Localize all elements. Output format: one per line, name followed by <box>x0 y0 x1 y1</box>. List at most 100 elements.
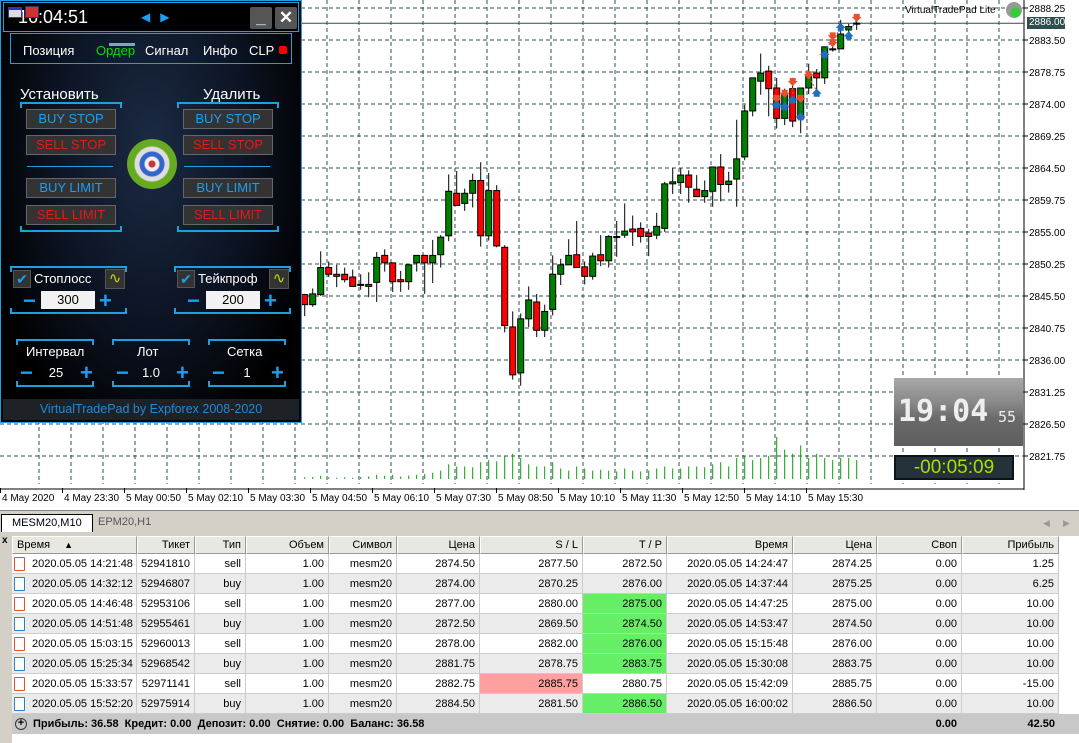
nav-arrows-icon[interactable]: ◀▶ <box>141 10 180 24</box>
set-buy-stop-button[interactable]: BUY STOP <box>26 109 116 129</box>
minimize-button[interactable]: _ <box>250 7 272 29</box>
column-header[interactable]: Объем <box>246 536 329 554</box>
chart-tab-epm20[interactable]: EPM20,H1 <box>98 516 152 528</box>
price-tick-label: 2883.50 <box>1029 36 1066 47</box>
delete-sell-stop-button[interactable]: SELL STOP <box>183 135 273 155</box>
buy-open-arrow-icon <box>843 31 854 40</box>
cell-profit: 10.00 <box>962 614 1059 634</box>
trade-close-arrow-icon <box>811 88 822 97</box>
stoploss-minus-button[interactable]: − <box>23 288 36 313</box>
cell-volume: 1.00 <box>246 654 329 674</box>
tab-info[interactable]: Инфо <box>203 43 238 58</box>
table-row[interactable]: 2020.05.05 15:25:34 52968542 buy 1.00 mesm20… <box>12 654 1059 674</box>
delete-buy-stop-button[interactable]: BUY STOP <box>183 109 273 129</box>
column-header[interactable]: Прибыль <box>962 536 1059 554</box>
target-icon[interactable] <box>127 139 177 189</box>
column-header[interactable]: Своп <box>877 536 962 554</box>
takeprofit-wave-icon[interactable]: ∿ <box>269 269 289 289</box>
set-sell-stop-button[interactable]: SELL STOP <box>26 135 116 155</box>
chart-tab-mesm20[interactable]: MESM20,M10 <box>1 514 93 532</box>
stoploss-input[interactable]: 300 <box>41 291 95 309</box>
column-header[interactable]: Символ <box>329 536 397 554</box>
stoploss-checkbox[interactable]: ✔ <box>13 270 31 288</box>
bull-candle <box>725 180 733 186</box>
tab-position[interactable]: Позиция <box>23 43 75 58</box>
stoploss-plus-button[interactable]: + <box>99 288 112 313</box>
bear-candle <box>349 276 357 287</box>
bear-candle <box>389 262 397 283</box>
tab-order[interactable]: Ордер <box>96 43 136 58</box>
column-header[interactable]: T / P <box>583 536 667 554</box>
cell-ticket: 52975914 <box>137 694 195 714</box>
table-row[interactable]: 2020.05.05 14:32:12 52946807 buy 1.00 mesm20… <box>12 574 1059 594</box>
column-header-label: Объем <box>288 539 324 551</box>
bull-candle <box>677 174 685 183</box>
set-sell-limit-button[interactable]: SELL LIMIT <box>26 205 116 225</box>
panel-titlebar[interactable]: 16:04:51 ◀▶ _ ✕ <box>3 2 299 32</box>
bull-candle <box>549 273 557 310</box>
bull-candle <box>357 283 365 286</box>
delete-buy-limit-button[interactable]: BUY LIMIT <box>183 178 273 198</box>
close-button[interactable]: ✕ <box>275 7 297 29</box>
grid-value[interactable]: 1 <box>243 365 251 380</box>
scroll-right-icon[interactable]: ▶ <box>1063 518 1070 528</box>
time-tick-label: 5 May 04:50 <box>312 493 368 504</box>
interval-label: Интервал <box>26 344 85 359</box>
column-header[interactable]: Цена <box>793 536 877 554</box>
cell-type: buy <box>195 654 246 674</box>
delete-sell-limit-button[interactable]: SELL LIMIT <box>183 205 273 225</box>
scroll-left-icon[interactable]: ◀ <box>1043 518 1050 528</box>
price-tick-label: 2821.75 <box>1029 452 1066 463</box>
grid-plus-button[interactable]: + <box>271 360 284 385</box>
buy-open-arrow-icon <box>819 49 830 58</box>
takeprofit-input[interactable]: 200 <box>206 291 260 309</box>
cell-profit: 10.00 <box>962 694 1059 714</box>
column-header-label: Цена <box>845 539 872 551</box>
expand-icon[interactable]: + <box>15 718 27 730</box>
table-row[interactable]: 2020.05.05 15:33:57 52971141 sell 1.00 mesm2… <box>12 674 1059 694</box>
time-tick-label: 5 May 08:50 <box>498 493 554 504</box>
column-header[interactable]: Тикет <box>137 536 195 554</box>
interval-minus-button[interactable]: − <box>20 360 33 385</box>
window-icon[interactable] <box>8 7 22 18</box>
terminal-close-icon[interactable]: x <box>2 535 8 546</box>
cell-close-price: 2875.25 <box>793 574 877 594</box>
lot-value[interactable]: 1.0 <box>141 365 161 380</box>
current-price-label: 2886.00 <box>1027 17 1066 29</box>
cell-profit: 1.25 <box>962 554 1059 574</box>
takeprofit-checkbox[interactable]: ✔ <box>177 270 195 288</box>
cell-close-time: 2020.05.05 15:42:09 <box>667 674 793 694</box>
takeprofit-minus-button[interactable]: − <box>187 288 200 313</box>
bull-candle <box>429 254 437 264</box>
column-header[interactable]: Время <box>667 536 793 554</box>
interval-value[interactable]: 25 <box>48 365 64 380</box>
time-axis: 4 May 2020 4 May 23:30 5 May 00:50 5 May 02… <box>0 488 1079 508</box>
column-header[interactable]: S / L <box>480 536 583 554</box>
table-row[interactable]: 2020.05.05 14:51:48 52955461 buy 1.00 mesm20… <box>12 614 1059 634</box>
save-icon[interactable] <box>25 6 39 18</box>
column-header-label: Тикет <box>161 539 190 551</box>
summary-swap: 0.00 <box>935 718 957 730</box>
lot-plus-button[interactable]: + <box>176 360 189 385</box>
tab-clp[interactable]: CLP <box>249 43 275 58</box>
set-buy-limit-button[interactable]: BUY LIMIT <box>26 178 116 198</box>
time-tick-label: 5 May 12:50 <box>684 493 740 504</box>
trade-line <box>848 19 858 34</box>
cell-tp: 2876.00 <box>583 634 667 654</box>
takeprofit-plus-button[interactable]: + <box>264 288 277 313</box>
table-row[interactable]: 2020.05.05 15:52:20 52975914 buy 1.00 mesm20… <box>12 694 1059 714</box>
table-row[interactable]: 2020.05.05 14:21:48 52941810 sell 1.00 mesm2… <box>12 554 1059 574</box>
table-row[interactable]: 2020.05.05 15:03:15 52960013 sell 1.00 mesm2… <box>12 634 1059 654</box>
lot-minus-button[interactable]: − <box>116 360 129 385</box>
column-header[interactable]: Тип <box>195 536 246 554</box>
column-header[interactable]: Цена <box>397 536 480 554</box>
cell-ticket: 52971141 <box>137 674 195 694</box>
lot-label: Лот <box>137 344 159 359</box>
tab-signal[interactable]: Сигнал <box>145 43 189 58</box>
column-header[interactable]: Время ▲ <box>12 536 137 554</box>
column-header-label: Время <box>17 539 51 551</box>
grid-minus-button[interactable]: − <box>212 360 225 385</box>
interval-plus-button[interactable]: + <box>80 360 93 385</box>
stoploss-wave-icon[interactable]: ∿ <box>105 269 125 289</box>
table-row[interactable]: 2020.05.05 14:46:48 52953106 sell 1.00 mesm2… <box>12 594 1059 614</box>
